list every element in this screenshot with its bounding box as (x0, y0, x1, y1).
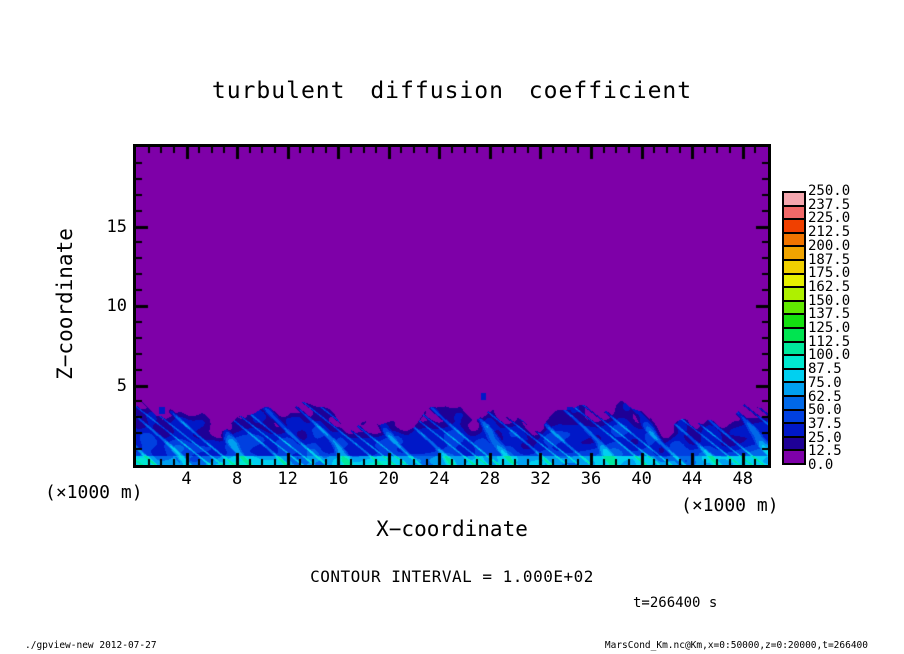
colorbar-cell (784, 394, 804, 409)
x-tick-label: 36 (580, 469, 602, 489)
colorbar-tick-label: 25.0 (808, 429, 842, 446)
colorbar-cell (784, 299, 804, 314)
colorbar-cell (784, 422, 804, 436)
colorbar (782, 191, 806, 465)
x-tick-label: 44 (681, 469, 703, 489)
x-unit-note-left: (×1000 m) (45, 482, 143, 503)
colorbar-tick-label: 250.0 (808, 183, 851, 199)
x-tick-label: 24 (429, 469, 450, 489)
colorbar-tick-label: 137.5 (808, 306, 851, 323)
x-tick-label: 8 (231, 469, 243, 489)
x-tick-label: 16 (327, 469, 349, 489)
colorbar-tick-label: 112.5 (808, 333, 851, 350)
colorbar-tick-label: 75.0 (808, 374, 842, 391)
colorbar-tick-label: 0.0 (808, 457, 834, 473)
colorbar-cell (784, 435, 804, 450)
field-canvas (136, 147, 768, 465)
colorbar-tick-label: 50.0 (808, 402, 842, 419)
colorbar-tick-label: 62.5 (808, 388, 842, 405)
colorbar-cell (784, 326, 804, 341)
colorbar-cell (784, 381, 804, 395)
colorbar-tick-label: 125.0 (808, 320, 851, 336)
colorbar-tick-label: 87.5 (808, 361, 842, 378)
plot-area (133, 144, 771, 468)
colorbar-tick-label: 212.5 (808, 224, 851, 241)
colorbar-tick-label: 12.5 (808, 443, 842, 460)
y-tick-label: 15 (106, 216, 127, 237)
colorbar-cell (784, 408, 804, 423)
colorbar-tick-label: 37.5 (808, 415, 842, 432)
colorbar-cell (784, 367, 804, 382)
x-tick-label: 28 (479, 469, 501, 489)
colorbar-cell (784, 272, 804, 287)
x-tick-label: 12 (277, 469, 298, 489)
y-tick-label: 5 (116, 375, 127, 396)
colorbar-cell (784, 258, 804, 273)
colorbar-tick-label: 225.0 (808, 210, 851, 227)
colorbar-tick-label: 187.5 (808, 251, 851, 268)
contour-interval-note: CONTOUR INTERVAL = 1.000E+02 (310, 567, 594, 586)
colorbar-cell (784, 218, 804, 232)
colorbar-cell (784, 313, 804, 327)
x-axis-title: X−coordinate (376, 517, 528, 541)
colorbar-cell (784, 449, 804, 463)
colorbar-tick-label: 175.0 (808, 265, 851, 282)
colorbar-cell (784, 245, 804, 259)
chart-title: turbulent diffusion coefficient (211, 78, 693, 104)
colorbar-tick-label: 162.5 (808, 278, 851, 295)
colorbar-tick-label: 237.5 (808, 196, 851, 213)
x-tick-label: 40 (631, 469, 652, 489)
colorbar-tick-label: 150.0 (808, 292, 851, 309)
x-tick-label: 48 (732, 469, 753, 489)
footer-right: MarsCond_Km.nc@Km,x=0:50000,z=0:20000,t=… (604, 640, 868, 651)
colorbar-cell (784, 354, 804, 368)
colorbar-cell (784, 193, 804, 205)
colorbar-cell (784, 286, 804, 300)
x-tick-label: 4 (181, 469, 192, 489)
colorbar-cell (784, 231, 804, 246)
x-unit-note-right: (×1000 m) (681, 495, 779, 516)
colorbar-tick-label: 100.0 (808, 347, 851, 364)
colorbar-cell (784, 204, 804, 219)
y-axis-title: Z−coordinate (53, 228, 77, 380)
footer-left: ./gpview-new 2012-07-27 (25, 640, 157, 651)
time-label: t=266400 s (633, 595, 718, 611)
x-tick-label: 20 (378, 469, 400, 489)
x-tick-label: 32 (530, 469, 551, 489)
y-tick-label: 10 (106, 296, 127, 316)
colorbar-cell (784, 340, 804, 355)
colorbar-tick-label: 200.0 (808, 237, 851, 254)
